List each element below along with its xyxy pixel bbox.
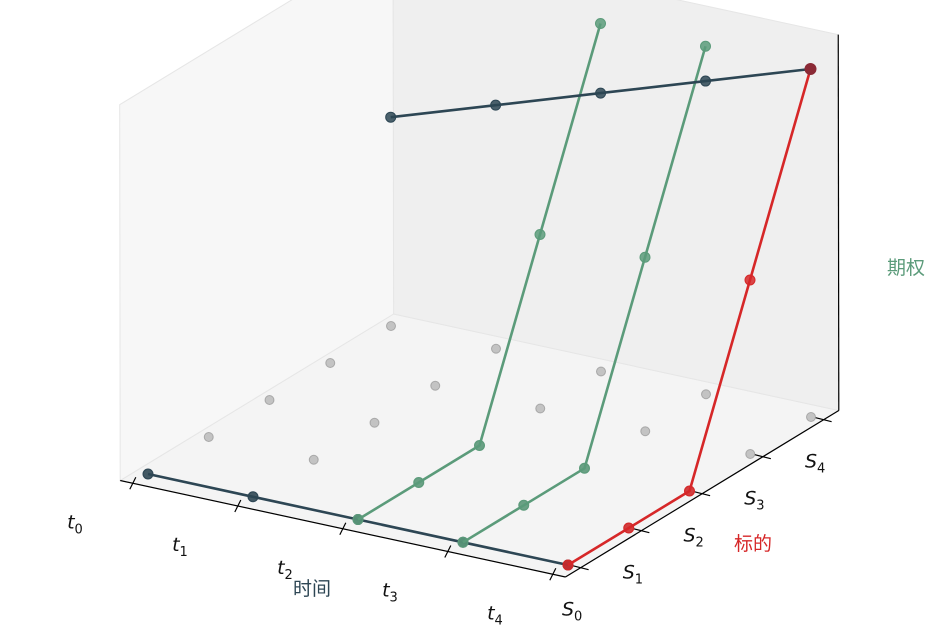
time-tick — [444, 545, 452, 558]
axis-panes — [118, 0, 841, 578]
time-tick-label: t3 — [382, 580, 398, 606]
underlying-tick-label-base: S — [683, 525, 695, 547]
underlying-axis-title: 标的 — [734, 533, 772, 555]
underlying-tick-label-sub: 1 — [635, 573, 643, 588]
underlying-tick — [754, 454, 771, 460]
endpoint-highlight-point — [804, 63, 817, 75]
time-tick-label-sub: 2 — [285, 568, 293, 583]
time-baseline-point — [247, 491, 259, 503]
time-tick-label-sub: 1 — [180, 545, 188, 560]
grid-point — [640, 426, 651, 437]
underlying-tick-label-sub: 4 — [817, 462, 825, 477]
grid-point — [535, 403, 546, 414]
underlying-tick-label-sub: 2 — [696, 536, 704, 551]
underlying-tick — [693, 491, 711, 497]
option-path-point — [700, 40, 711, 52]
underlying-tick — [633, 528, 650, 534]
underlying-path-point — [562, 559, 574, 571]
option-boundary-point — [595, 87, 607, 99]
grid-point — [386, 321, 396, 331]
option-path-point — [579, 462, 590, 474]
underlying-tick-label-base: S — [562, 599, 574, 621]
underlying-tick-label: S1 — [623, 562, 643, 588]
underlying-tick-label: S3 — [744, 488, 764, 514]
time-tick-label: t4 — [487, 602, 503, 628]
grid-point — [430, 380, 441, 391]
underlying-tick-label-sub: 0 — [574, 610, 582, 625]
underlying-tick-label-base: S — [805, 451, 817, 473]
time-tick-label-base: t — [277, 557, 286, 579]
time-tick-label-base: t — [487, 602, 496, 624]
option-axis-title: 期权 — [887, 257, 925, 279]
option-path-point — [457, 536, 469, 548]
axes — [120, 34, 840, 581]
option-path-point — [518, 499, 530, 511]
grid-point — [745, 449, 756, 459]
underlying-tick-label-base: S — [744, 488, 756, 510]
option-boundary-point — [385, 111, 397, 123]
time-tick-label-base: t — [67, 511, 76, 533]
grid-point — [596, 366, 606, 377]
time-tick-label-sub: 4 — [495, 613, 503, 628]
time-tick-label-sub: 0 — [75, 522, 83, 537]
underlying-tick-label: S2 — [683, 525, 703, 551]
underlying-path-point — [623, 522, 635, 534]
time-tick — [129, 476, 137, 490]
underlying-tick — [572, 565, 589, 571]
time-tick-label-base: t — [382, 580, 391, 602]
time-tick-label: t1 — [172, 534, 188, 560]
time-tick — [234, 499, 242, 513]
option-path-point — [474, 440, 485, 451]
grid-point — [701, 389, 711, 400]
time-tick — [549, 567, 557, 581]
option-axis-line — [837, 34, 840, 411]
side-pane — [119, 0, 395, 482]
underlying-tick-label: S4 — [805, 451, 825, 477]
option-path-point — [639, 251, 651, 263]
underlying-tick — [815, 417, 832, 423]
grid-point — [203, 432, 214, 442]
option-path-point — [534, 229, 546, 240]
grid-point — [308, 454, 319, 465]
grid-point — [369, 417, 380, 428]
underlying-path-point — [744, 274, 756, 286]
time-axis-title: 时间 — [293, 578, 331, 600]
option-path-point — [595, 18, 606, 29]
option-boundary-point — [490, 99, 502, 111]
time-tick-label: t2 — [277, 557, 293, 583]
time-baseline-point — [142, 468, 154, 480]
underlying-tick-label: S0 — [562, 599, 582, 625]
underlying-tick-label-sub: 3 — [756, 499, 764, 514]
grid-point — [806, 412, 816, 422]
time-tick-label-base: t — [172, 534, 181, 556]
series-group — [142, 18, 817, 571]
time-tick — [339, 522, 347, 536]
option-path-point — [413, 477, 425, 488]
option-boundary-point — [700, 75, 712, 87]
option-path-point — [352, 514, 364, 525]
time-tick-label-sub: 3 — [390, 591, 398, 606]
grid-point — [491, 343, 501, 354]
time-tick-label: t0 — [67, 511, 83, 537]
underlying-path-point — [684, 485, 695, 497]
grid-point — [264, 395, 275, 405]
grid-point — [325, 358, 336, 368]
underlying-tick-label-base: S — [623, 562, 635, 584]
